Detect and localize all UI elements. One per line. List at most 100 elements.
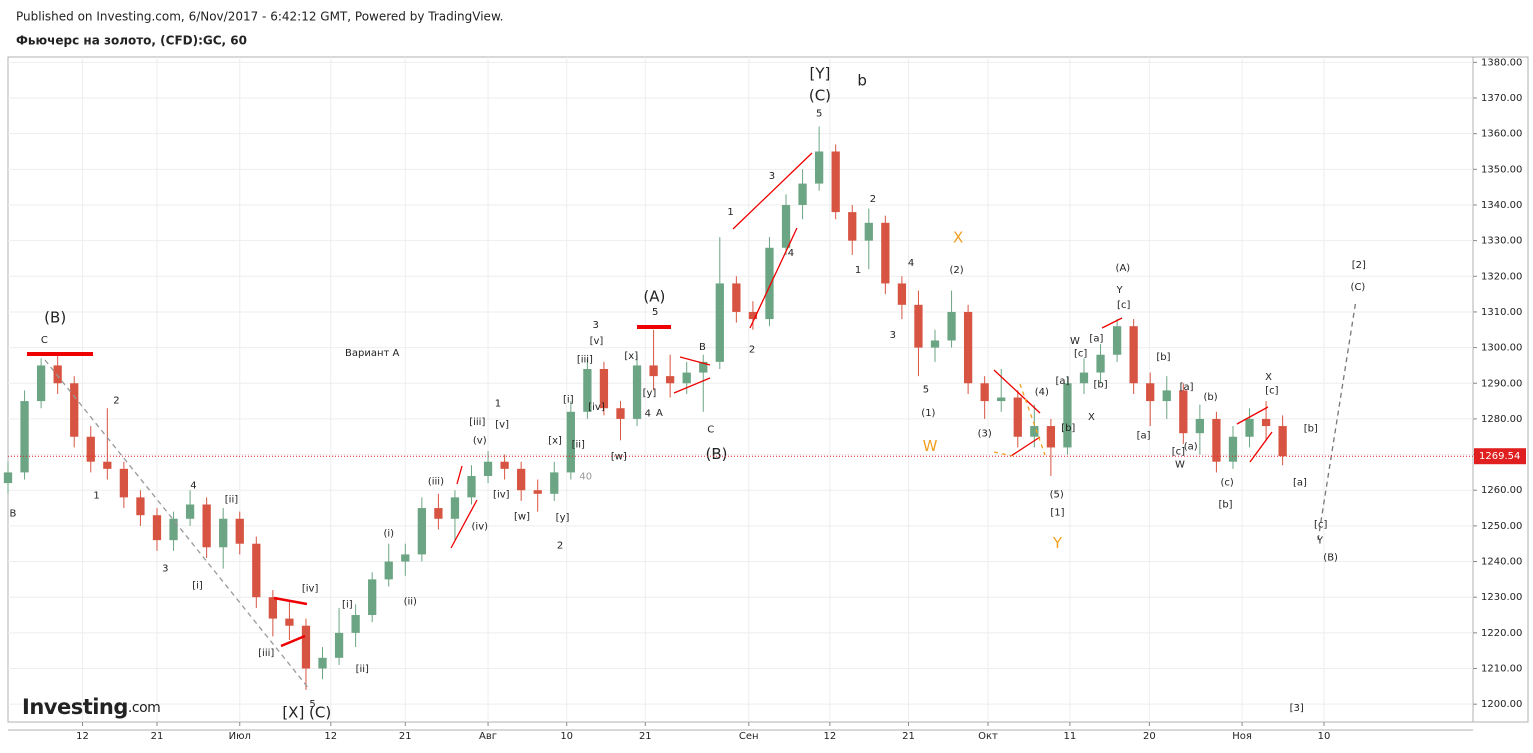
x-tick-label: Окт bbox=[978, 731, 998, 742]
wave-label: X bbox=[953, 229, 963, 247]
candle-body bbox=[699, 361, 708, 373]
wave-label: 1 bbox=[727, 207, 733, 218]
candle-body bbox=[202, 504, 211, 548]
wave-label: W bbox=[923, 437, 938, 455]
wave-label: [a] bbox=[1056, 376, 1070, 387]
wave-label: [b] bbox=[1156, 352, 1170, 363]
candle-body bbox=[666, 376, 675, 384]
candle-body bbox=[980, 383, 989, 402]
wave-label: (B) bbox=[1323, 552, 1338, 563]
candle-body bbox=[70, 383, 79, 437]
candle-body bbox=[1112, 326, 1122, 355]
wave-label: 1 bbox=[93, 491, 99, 502]
wave-label: [ii] bbox=[225, 495, 238, 506]
wave-label: [v] bbox=[495, 420, 509, 431]
wedge-line bbox=[993, 369, 1041, 414]
y-tick-label: 1360.00 bbox=[1481, 129, 1522, 140]
candle-body bbox=[417, 508, 426, 555]
wave-label: [b] bbox=[1304, 424, 1318, 435]
projection-line bbox=[1317, 299, 1357, 541]
candle-body bbox=[351, 615, 360, 633]
wave-label: [i] bbox=[192, 580, 203, 591]
wave-label: 3 bbox=[769, 171, 775, 182]
wave-label: 3 bbox=[890, 330, 896, 341]
wave-label: (C) bbox=[809, 87, 831, 105]
candle-body bbox=[268, 597, 277, 619]
wave-label: 4 bbox=[908, 258, 914, 269]
x-tick-label: 21 bbox=[151, 731, 164, 742]
wave-label: (4) bbox=[1035, 387, 1049, 398]
candle-body bbox=[285, 618, 294, 626]
x-tick-label: 21 bbox=[902, 731, 915, 742]
candle-body bbox=[930, 340, 940, 348]
candle-body bbox=[848, 212, 857, 241]
y-tick-label: 1220.00 bbox=[1481, 628, 1522, 639]
candle-body bbox=[86, 436, 95, 462]
candle-body bbox=[152, 515, 162, 541]
candle-body bbox=[781, 204, 791, 248]
candle-body bbox=[235, 518, 244, 544]
wave-label: C bbox=[41, 335, 48, 346]
y-tick-label: 1380.00 bbox=[1481, 57, 1522, 68]
x-tick-label: 10 bbox=[1318, 731, 1331, 742]
x-tick-label: 12 bbox=[324, 731, 337, 742]
wave-label: (B) bbox=[705, 445, 727, 463]
wave-label: (i) bbox=[383, 528, 394, 539]
wave-label: 5 bbox=[652, 307, 658, 318]
wave-label: 5 bbox=[309, 699, 315, 710]
wedge-line bbox=[456, 465, 463, 485]
wave-label: [v] bbox=[590, 336, 604, 347]
x-tick-label: 12 bbox=[824, 731, 837, 742]
symbol-title: Фьючерс на золото, (CFD):GC, 60 bbox=[16, 34, 247, 48]
candle-body bbox=[550, 472, 559, 494]
y-tick-label: 1340.00 bbox=[1481, 200, 1522, 211]
wave-label: 3 bbox=[162, 563, 168, 574]
candle-body bbox=[1278, 426, 1287, 457]
wave-label: [b] bbox=[1218, 499, 1232, 510]
candle-body bbox=[500, 461, 509, 469]
wave-label: (v) bbox=[473, 436, 487, 447]
candle-body bbox=[301, 625, 311, 669]
wave-label: (C) bbox=[1351, 282, 1366, 293]
wave-label: [iv] bbox=[588, 402, 605, 413]
candle-body bbox=[1228, 436, 1238, 462]
candle-body bbox=[103, 461, 112, 469]
y-tick-label: 1370.00 bbox=[1481, 93, 1522, 104]
y-tick-label: 1240.00 bbox=[1481, 557, 1522, 568]
wave-label: [c] bbox=[1172, 447, 1185, 458]
y-tick-label: 1230.00 bbox=[1481, 592, 1522, 603]
candle-body bbox=[864, 222, 873, 241]
candle-body bbox=[715, 283, 724, 362]
candle-body bbox=[1030, 426, 1039, 437]
candle-body bbox=[814, 151, 824, 184]
candle-body bbox=[219, 518, 228, 548]
wave-label: [1] bbox=[1050, 507, 1064, 518]
candle-body bbox=[632, 365, 642, 419]
wave-label: W bbox=[1175, 460, 1185, 471]
x-tick-label: 10 bbox=[560, 731, 573, 742]
last-price-box bbox=[1474, 448, 1526, 465]
y-tick-label: 1200.00 bbox=[1481, 699, 1522, 710]
wedge-line bbox=[273, 596, 308, 606]
wave-label: [iii] bbox=[577, 355, 593, 366]
chart-frame bbox=[7, 56, 1529, 723]
wave-label: [x] bbox=[548, 436, 562, 447]
candle-body bbox=[368, 579, 377, 616]
wave-label: X bbox=[1265, 372, 1272, 383]
candle-body bbox=[252, 543, 261, 598]
wave-label: 2 bbox=[749, 345, 755, 356]
trend-line bbox=[44, 359, 311, 691]
candle-body bbox=[318, 657, 327, 669]
wave-label: [Y] bbox=[810, 65, 831, 83]
candle-body bbox=[897, 283, 907, 305]
wave-label: (A) bbox=[643, 287, 665, 305]
candle-body bbox=[1063, 383, 1072, 448]
wave-label: [a] bbox=[1089, 334, 1103, 345]
wave-label: (3) bbox=[978, 429, 992, 440]
candle-body bbox=[517, 468, 526, 491]
wave-label: (5) bbox=[1050, 490, 1064, 501]
candle-body bbox=[3, 472, 13, 484]
y-tick-label: 1280.00 bbox=[1481, 414, 1522, 425]
wave-label: [3] bbox=[1290, 703, 1304, 714]
